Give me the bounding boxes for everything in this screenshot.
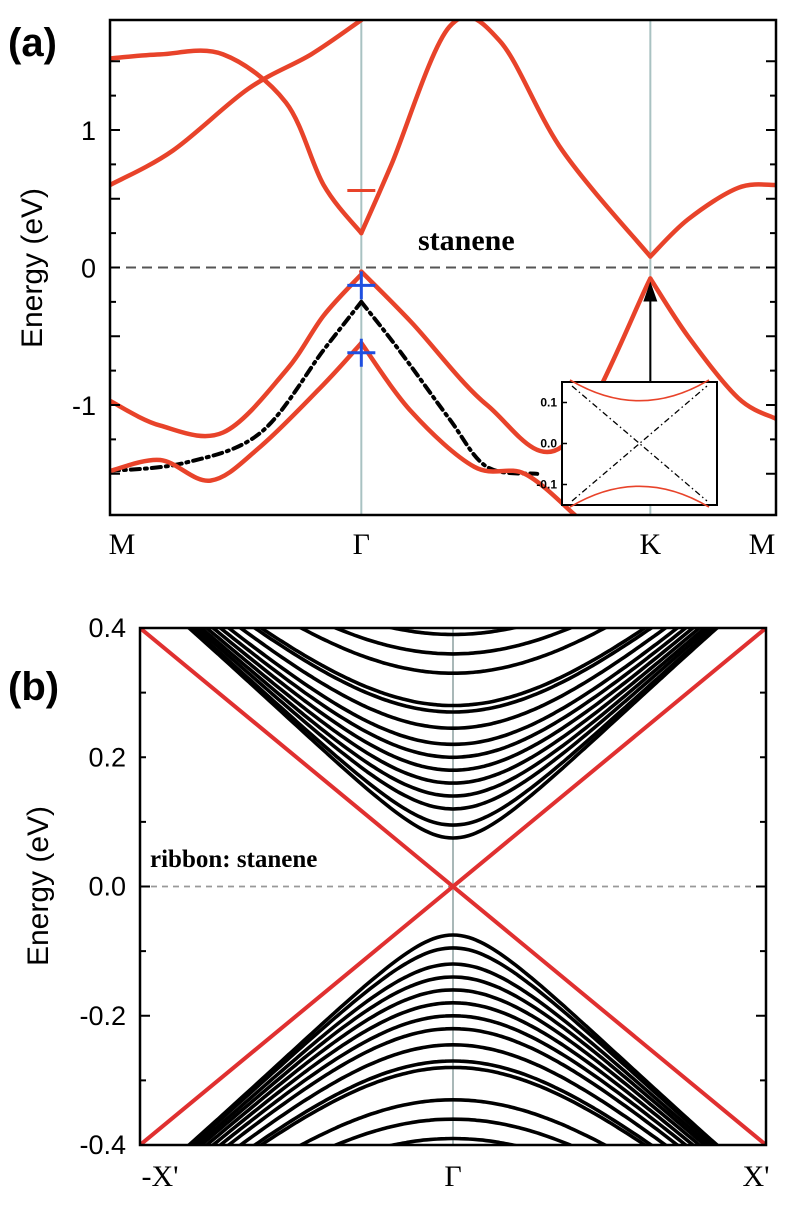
conduction-band-9 (251, 628, 655, 714)
panel-a-ytick-label: 0 (81, 254, 96, 284)
panel-b-xtick-label: X' (742, 1160, 769, 1193)
panel-b-ytick-label: 0.0 (88, 872, 126, 902)
conduction-band-2 (193, 628, 713, 811)
panel-a-ytick-label: 1 (81, 116, 96, 146)
conduction-band-4 (203, 628, 703, 785)
soc-band-7 (110, 340, 364, 483)
panel-a-label: (a) (8, 21, 57, 65)
conduction-band-12 (331, 628, 575, 656)
panel-b-xtick-label: -X' (141, 1160, 178, 1193)
panel-b-ytick-label: 0.4 (88, 613, 126, 643)
valence-band-7 (225, 1026, 681, 1145)
panel-b-annotation: ribbon: stanene (150, 846, 317, 873)
valence-band-2 (193, 962, 713, 1145)
soc-band-3 (110, 20, 364, 188)
conduction-band-10 (258, 628, 648, 708)
panel-a-xtick-label: M (109, 528, 136, 561)
valence-band-12 (331, 1117, 575, 1145)
panel-b-label: (b) (8, 665, 59, 709)
panel-a-y-ticks: 1 0 -1 (72, 116, 96, 421)
soc-band-6 (110, 272, 364, 439)
panel-b-ytick-label: 0.2 (88, 742, 126, 772)
conduction-band-3 (198, 628, 708, 798)
panel-b-ytick-label: -0.4 (79, 1130, 126, 1160)
parity-marker-2 (347, 338, 376, 367)
soc-band-1 (359, 20, 653, 259)
panel-b-plot-area (138, 626, 768, 1147)
panel-b-xtick-label: Γ (444, 1160, 461, 1193)
nosoc-band-1 (110, 299, 364, 473)
panel-a-y-axis-label: Energy (eV) (16, 188, 49, 348)
valence-band-6 (217, 1014, 689, 1145)
valence-band-1 (189, 946, 717, 1145)
panel-a-ytick-label: -1 (72, 391, 96, 421)
inset-ytick-label: -0.1 (536, 478, 557, 492)
valence-band-0 (186, 933, 720, 1145)
panel-b-x-ticks: -X' Γ X' (141, 1160, 769, 1193)
valence-band-8 (237, 1042, 669, 1145)
panel-a: (a) Energy (eV) stanene 1 0 -1 M Γ K M 0.1 0.0… (8, 18, 778, 561)
panel-a-inset: 0.1 0.0 -0.1 (536, 281, 718, 508)
inset-nosoc-band-2 (571, 385, 708, 502)
soc-band-2 (648, 182, 776, 259)
valence-band-11 (297, 1098, 609, 1145)
inset-arrow-head (643, 281, 658, 302)
conduction-band-0 (186, 628, 720, 840)
valence-band-9 (251, 1059, 655, 1145)
panel-b-y-ticks: 0.4 0.2 0.0 -0.2 -0.4 (79, 613, 126, 1160)
soc-band-4 (359, 269, 653, 455)
conduction-band-6 (217, 628, 689, 760)
inset-nosoc-band-1 (571, 385, 708, 502)
panel-a-xtick-label: M (749, 528, 776, 561)
conduction-band-13 (385, 628, 521, 637)
panel-a-annotation: stanene (418, 224, 515, 257)
valence-band-13 (385, 1136, 521, 1145)
conduction-band-11 (297, 628, 609, 675)
inset-soc-band-lower (569, 485, 710, 508)
panel-a-xtick-label: K (640, 528, 662, 561)
panel-a-xtick-label: Γ (353, 528, 370, 561)
inset-ytick-label: 0.0 (540, 437, 557, 451)
soc-band-0 (110, 48, 364, 236)
parity-marker-1 (347, 271, 376, 300)
valence-band-3 (198, 975, 708, 1145)
nosoc-band-0 (359, 299, 540, 476)
panel-b: (b) Energy (eV) ribbon: stanene 0.40.20.… (8, 613, 770, 1193)
valence-band-5 (210, 1000, 696, 1145)
soc-band-8 (359, 340, 578, 515)
conduction-band-5 (210, 628, 696, 773)
conduction-band-1 (189, 628, 717, 827)
conduction-band-8 (237, 628, 669, 731)
edge-state-falling (140, 628, 766, 1145)
inset-frame (561, 381, 718, 506)
valence-band-4 (203, 988, 703, 1145)
soc-band-5 (648, 276, 776, 422)
valence-band-10 (258, 1065, 648, 1145)
inset-soc-band-upper (569, 379, 710, 402)
panel-a-plot-area (108, 18, 778, 517)
inset-ytick-label: 0.1 (540, 396, 557, 410)
panel-b-ytick-label: -0.2 (79, 1001, 126, 1031)
conduction-band-7 (225, 628, 681, 747)
panel-b-y-axis-label: Energy (eV) (22, 806, 55, 966)
